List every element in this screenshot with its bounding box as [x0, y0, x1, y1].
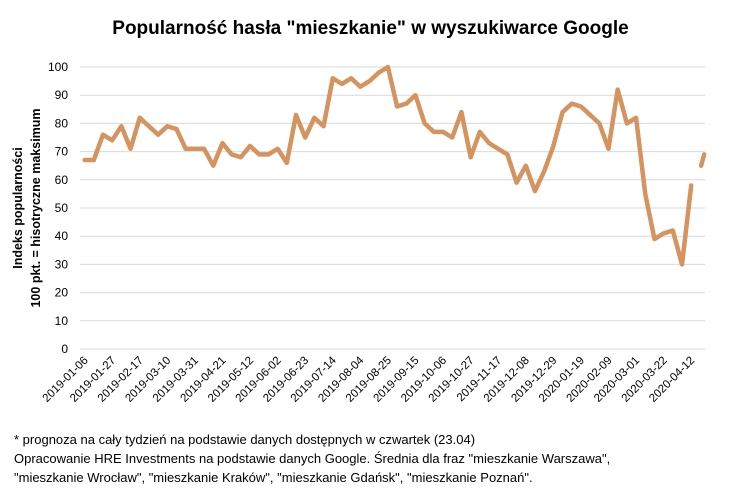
- series: [82, 64, 707, 267]
- y-tick-label: 70: [55, 145, 69, 159]
- y-axis-label-line1: Indeks popularności: [11, 147, 25, 269]
- y-axis-label-line2: 100 pkt. = hisotryczne maksimum: [29, 108, 43, 307]
- forecast-segment: [698, 152, 707, 168]
- y-axis-ticks: 0 10 20 30 40 50 60 70 80 90 100: [48, 60, 68, 356]
- grid: [80, 66, 705, 350]
- y-tick-label: 20: [55, 286, 69, 300]
- y-tick-label: 10: [55, 314, 69, 328]
- y-tick-label: 100: [48, 60, 68, 74]
- y-tick-label: 0: [61, 342, 68, 356]
- y-tick-label: 80: [55, 116, 69, 130]
- footnote-source-line1: Opracowanie HRE Investments na podstawie…: [14, 451, 611, 466]
- y-tick-label: 60: [55, 173, 69, 187]
- series-line: [82, 64, 694, 267]
- footnote-source-line2: "mieszkanie Wrocław", "mieszkanie Kraków…: [14, 470, 533, 485]
- x-axis-ticks: 2019-01-062019-01-272019-02-172019-03-10…: [41, 354, 698, 405]
- y-tick-label: 30: [55, 257, 69, 271]
- y-tick-label: 50: [55, 201, 69, 215]
- chart-title: Popularność hasła "mieszkanie" w wyszuki…: [112, 18, 629, 39]
- y-tick-label: 40: [55, 229, 69, 243]
- y-tick-label: 90: [55, 88, 69, 102]
- line-chart: 0 10 20 30 40 50 60 70 80 90 100 2019-01-062019-01…: [11, 60, 707, 405]
- footnote-forecast: * prognoza na cały tydzień na podstawie …: [14, 432, 476, 447]
